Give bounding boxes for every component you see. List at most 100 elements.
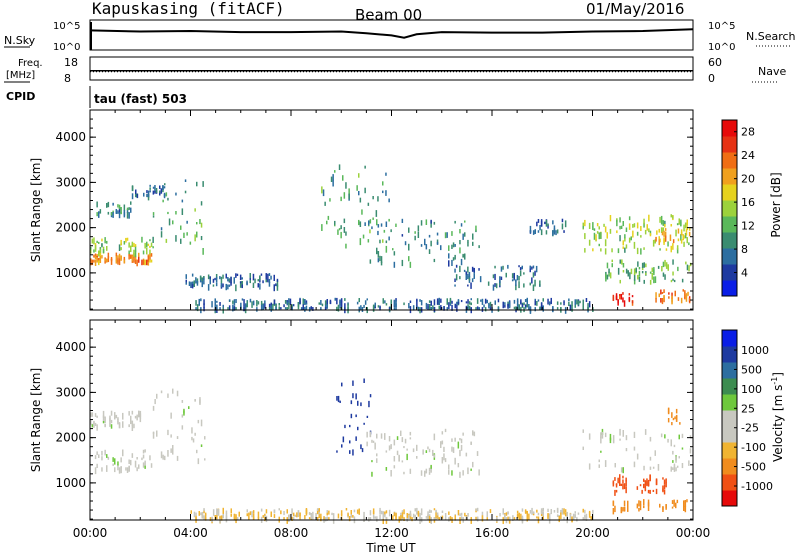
power-echo-cell <box>181 208 184 215</box>
velocity-echo-cell <box>486 511 488 517</box>
power-echo-cell <box>131 185 134 192</box>
velocity-echo-cell <box>419 512 421 519</box>
velocity-echo-cell <box>152 432 155 439</box>
velocity-echo-cell <box>417 512 420 517</box>
velocity-echo-cell <box>473 431 476 437</box>
power-echo-cell <box>369 229 371 234</box>
velocity-echo-cell <box>388 509 391 517</box>
velocity-echo-cell <box>376 433 378 439</box>
velocity-echo-cell <box>675 408 678 414</box>
power-echo-cell <box>214 277 216 281</box>
power-echo-cell <box>448 305 450 309</box>
power-echo-cell <box>268 278 271 284</box>
power-echo-cell <box>159 190 161 193</box>
velocity-colorbar-segment <box>722 410 737 427</box>
power-echo-cell <box>134 244 137 247</box>
power-echo-cell <box>622 263 625 268</box>
power-echo-cell <box>345 231 347 236</box>
power-echo-cell <box>609 228 612 234</box>
power-colorbar-label: 28 <box>741 126 755 139</box>
power-echo-cell <box>380 261 383 266</box>
power-echo-cell <box>425 302 428 310</box>
power-echo-cell <box>96 201 98 208</box>
power-echo-cell <box>216 300 218 303</box>
power-echo-cell <box>99 249 102 254</box>
power-echo-cell <box>239 274 242 280</box>
power-echo-cell <box>165 238 168 243</box>
power-echo-cell <box>326 303 328 309</box>
velocity-echo-cell <box>372 514 375 519</box>
velocity-echo-cell <box>382 516 384 519</box>
power-echo-cell <box>468 305 471 311</box>
power-echo-cell <box>479 276 482 283</box>
velocity-echo-cell <box>574 514 576 518</box>
velocity-echo-cell <box>368 400 370 408</box>
power-echo-cell <box>98 257 100 261</box>
power-echo-cell <box>649 271 652 274</box>
power-echo-cell <box>520 299 522 305</box>
power-echo-cell <box>225 274 227 278</box>
velocity-echo-cell <box>620 467 623 473</box>
velocity-echo-cell <box>675 467 677 472</box>
velocity-echo-cell <box>548 513 551 520</box>
velocity-echo-cell <box>441 440 444 445</box>
velocity-echo-cell <box>98 454 100 458</box>
velocity-echo-cell <box>209 517 212 521</box>
power-echo-cell <box>471 266 474 272</box>
power-echo-cell <box>687 291 689 296</box>
velocity-echo-cell <box>420 470 423 476</box>
velocity-echo-cell <box>110 419 113 424</box>
power-echo-cell <box>424 238 426 246</box>
velocity-echo-cell <box>316 517 319 521</box>
power-echo-cell <box>203 299 205 305</box>
power-echo-cell <box>106 259 108 263</box>
power-echo-cell <box>408 227 410 233</box>
velocity-echo-cell <box>420 508 423 516</box>
power-echo-cell <box>324 304 327 310</box>
velocity-echo-cell <box>380 510 383 515</box>
velocity-echo-cell <box>355 436 357 441</box>
power-echo-cell <box>403 302 405 306</box>
power-echo-cell <box>659 216 661 223</box>
velocity-echo-cell <box>294 514 296 517</box>
velocity-echo-cell <box>225 513 228 520</box>
velocity-echo-cell <box>93 421 95 428</box>
power-echo-cell <box>131 193 134 200</box>
velocity-echo-cell <box>582 429 584 433</box>
velocity-echo-cell <box>349 440 351 444</box>
power-echo-cell <box>96 240 98 243</box>
power-echo-cell <box>430 219 432 224</box>
velocity-echo-cell <box>196 449 198 454</box>
power-echo-cell <box>604 226 607 233</box>
power-echo-cell <box>330 176 333 182</box>
velocity-echo-cell <box>349 424 351 428</box>
power-echo-cell <box>470 302 472 306</box>
velocity-echo-cell <box>609 437 612 444</box>
velocity-echo-cell <box>615 484 618 488</box>
velocity-echo-cell <box>176 390 179 397</box>
power-echo-cell <box>622 297 624 303</box>
velocity-echo-cell <box>176 455 179 461</box>
power-echo-cell <box>539 225 541 231</box>
power-echo-cell <box>201 277 203 282</box>
velocity-echo-cell <box>355 393 357 400</box>
power-echo-cell <box>627 271 629 275</box>
velocity-echo-cell <box>671 422 673 426</box>
velocity-echo-cell <box>686 499 688 503</box>
power-echo-cell <box>654 276 657 283</box>
velocity-echo-cell <box>582 517 584 520</box>
power-echo-cell <box>203 276 205 278</box>
power-echo-cell <box>164 183 166 186</box>
velocity-echo-cell <box>532 511 535 514</box>
power-echo-cell <box>200 201 203 206</box>
power-echo-cell <box>467 284 469 287</box>
power-echo-cell <box>518 265 520 268</box>
velocity-echo-cell <box>529 510 532 514</box>
power-echo-cell <box>149 239 151 242</box>
velocity-echo-cell <box>430 464 432 469</box>
velocity-echo-cell <box>542 507 544 512</box>
power-echo-cell <box>235 307 237 310</box>
power-echo-cell <box>677 228 680 234</box>
power-echo-cell <box>152 186 155 189</box>
power-echo-cell <box>235 273 237 278</box>
